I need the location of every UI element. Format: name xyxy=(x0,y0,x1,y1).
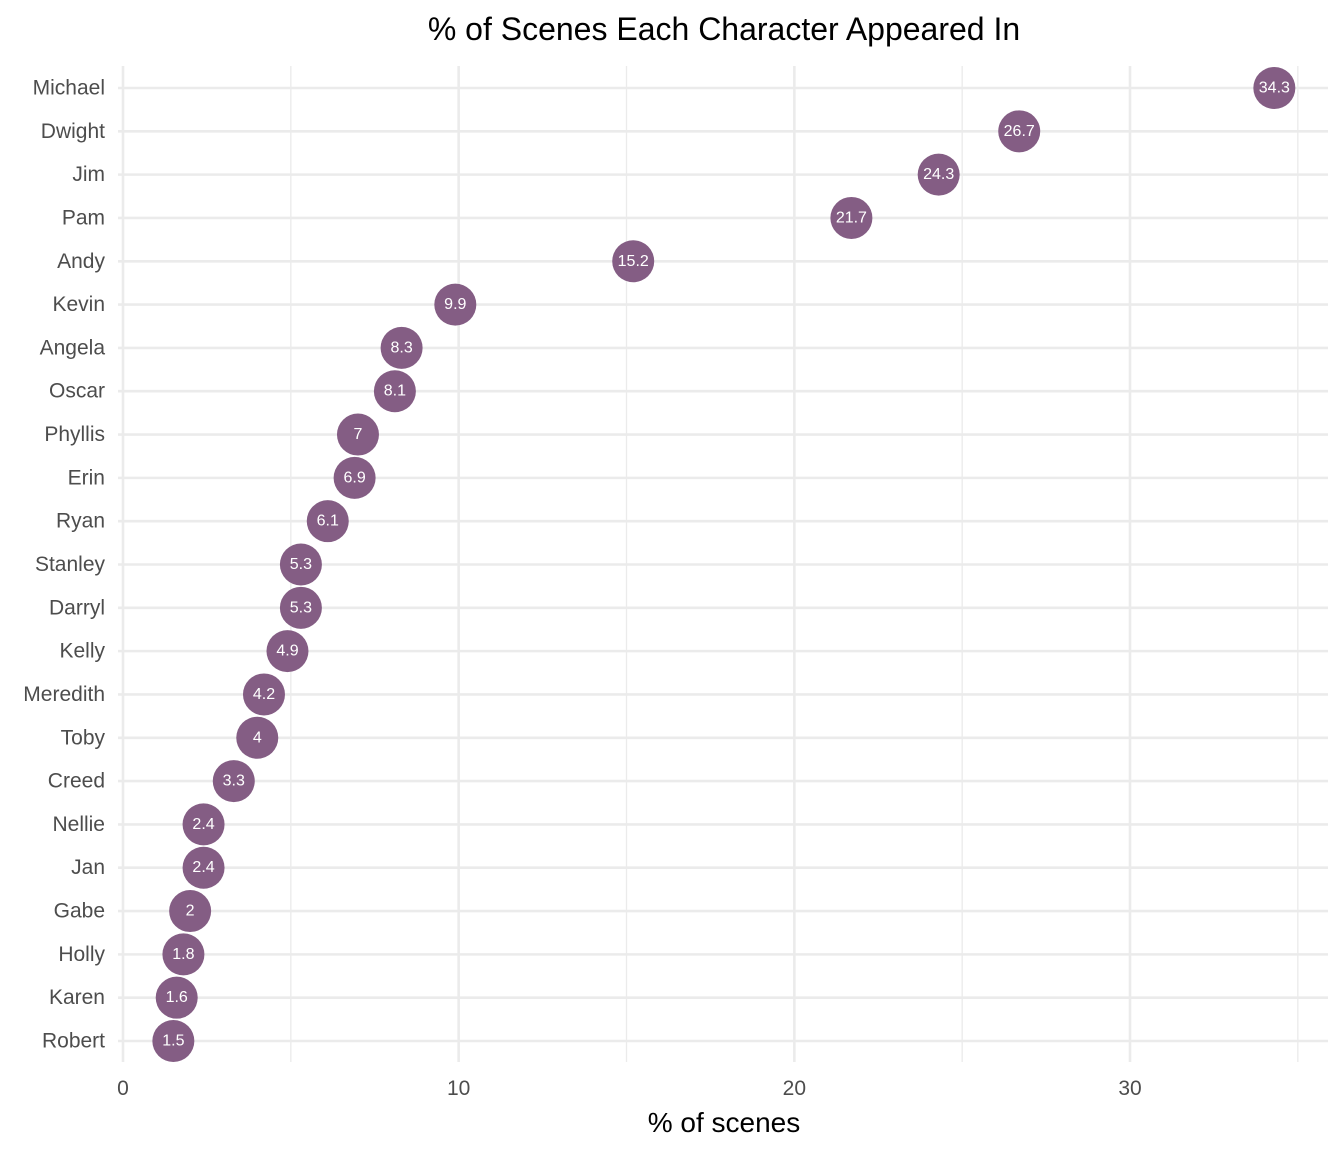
data-label: 1.5 xyxy=(162,1033,184,1050)
y-tick-label: Michael xyxy=(33,77,105,100)
x-axis-tick-labels: 0 10 20 30 xyxy=(117,1077,1142,1100)
grid-lines xyxy=(118,66,1328,1062)
y-tick-label: Nellie xyxy=(52,813,105,836)
y-tick-label: Pam xyxy=(62,206,105,229)
data-point xyxy=(373,370,416,413)
y-tick-label: Creed xyxy=(48,770,105,793)
data-point xyxy=(279,586,322,629)
y-tick-label: Phyllis xyxy=(44,423,105,446)
data-point xyxy=(182,846,225,889)
y-tick-label: Dwight xyxy=(41,120,105,143)
data-label: 24.3 xyxy=(923,166,954,183)
data-point xyxy=(917,153,960,196)
data-label: 5.3 xyxy=(290,599,312,616)
x-tick-label: 30 xyxy=(1118,1077,1141,1100)
data-point xyxy=(155,976,198,1019)
data-label: 4.9 xyxy=(276,643,298,660)
data-point xyxy=(612,240,655,283)
data-point xyxy=(182,803,225,846)
data-point xyxy=(380,326,423,369)
data-label: 15.2 xyxy=(618,253,649,270)
data-points: 34.3 26.7 24.3 21.7 15.2 9.9 8.3 8.1 7 6.9 6.1 5.3 5… xyxy=(152,67,1296,1062)
y-tick-label: Robert xyxy=(42,1030,105,1053)
data-label: 5.3 xyxy=(290,556,312,573)
data-label: 8.1 xyxy=(384,383,406,400)
data-label: 26.7 xyxy=(1004,123,1035,140)
y-tick-label: Meredith xyxy=(23,683,105,706)
data-label: 6.1 xyxy=(317,513,339,530)
data-label: 1.8 xyxy=(172,946,194,963)
data-label: 2 xyxy=(186,903,195,920)
data-point xyxy=(1253,67,1296,109)
data-point xyxy=(169,890,212,933)
data-label: 9.9 xyxy=(444,296,466,313)
y-tick-label: Erin xyxy=(68,466,105,489)
y-tick-label: Ryan xyxy=(56,510,105,533)
y-tick-label: Oscar xyxy=(49,380,105,403)
data-point xyxy=(152,1020,195,1062)
y-tick-label: Stanley xyxy=(35,553,106,576)
x-tick-label: 10 xyxy=(447,1077,470,1100)
data-point xyxy=(236,716,279,759)
data-point xyxy=(306,500,349,543)
data-point xyxy=(333,456,376,499)
data-label: 4.2 xyxy=(253,686,275,703)
chart-title: % of Scenes Each Character Appeared In xyxy=(428,11,1020,47)
y-tick-label: Toby xyxy=(61,726,106,749)
y-tick-label: Kevin xyxy=(52,293,105,316)
data-point xyxy=(212,760,255,803)
data-label: 1.6 xyxy=(166,989,188,1006)
data-label: 7 xyxy=(354,426,363,443)
data-point xyxy=(336,413,379,456)
x-tick-label: 20 xyxy=(783,1077,806,1100)
y-tick-label: Kelly xyxy=(59,640,105,663)
data-label: 6.9 xyxy=(343,469,365,486)
y-tick-label: Gabe xyxy=(54,900,105,923)
x-axis-title: % of scenes xyxy=(648,1107,801,1138)
y-tick-label: Darryl xyxy=(49,596,105,619)
y-tick-label: Angela xyxy=(40,336,106,359)
y-axis-tick-labels: Michael Dwight Jim Pam Andy Kevin Angela Oscar P… xyxy=(23,77,105,1053)
data-point xyxy=(830,196,873,239)
data-point xyxy=(162,933,205,976)
data-label: 3.3 xyxy=(223,773,245,790)
data-label: 2.4 xyxy=(192,816,214,833)
y-tick-label: Karen xyxy=(49,986,105,1009)
y-tick-label: Jan xyxy=(71,856,105,879)
data-point xyxy=(279,543,322,586)
data-point xyxy=(998,110,1041,153)
data-label: 2.4 xyxy=(192,859,214,876)
y-tick-label: Holly xyxy=(58,943,105,966)
data-label: 34.3 xyxy=(1259,80,1290,97)
y-tick-label: Jim xyxy=(72,163,105,186)
data-label: 8.3 xyxy=(390,339,412,356)
data-label: 4 xyxy=(253,729,262,746)
data-point xyxy=(242,673,285,716)
data-label: 21.7 xyxy=(836,209,867,226)
data-point xyxy=(266,630,309,673)
y-tick-label: Andy xyxy=(57,250,105,273)
data-point xyxy=(434,283,477,326)
x-tick-label: 0 xyxy=(117,1077,129,1100)
